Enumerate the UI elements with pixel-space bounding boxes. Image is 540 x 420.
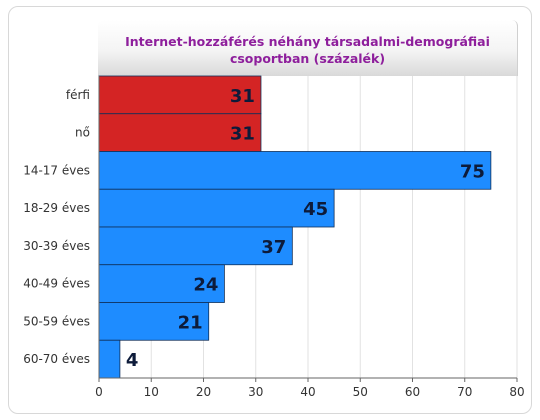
category-label: 18-29 éves <box>23 201 90 215</box>
x-tick-label: 10 <box>144 385 159 399</box>
category-label: nő <box>75 126 90 140</box>
x-tick-label: 50 <box>353 385 368 399</box>
category-label: 30-39 éves <box>23 239 90 253</box>
bar <box>98 188 335 228</box>
chart-title: Internet-hozzáférés néhány társadalmi-de… <box>98 33 517 67</box>
bar-value-label: 21 <box>178 312 203 333</box>
bar-value-label: 75 <box>460 161 485 182</box>
bar-value-label: 45 <box>303 199 328 220</box>
bar-value-label: 37 <box>261 237 286 258</box>
chart-title-line-1: Internet-hozzáférés néhány társadalmi-de… <box>125 34 490 49</box>
x-tick-label: 40 <box>300 385 315 399</box>
bar <box>98 226 293 266</box>
x-tick-label: 80 <box>509 385 524 399</box>
chart-title-box: Internet-hozzáférés néhány társadalmi-de… <box>98 20 518 76</box>
x-tick-label: 60 <box>405 385 420 399</box>
bar-value-label: 31 <box>230 124 255 145</box>
bar-value-label: 24 <box>193 275 218 296</box>
bar <box>98 302 210 341</box>
x-tick-label: 30 <box>248 385 263 399</box>
x-tick-label: 0 <box>95 385 103 399</box>
category-label: 50-59 éves <box>23 314 90 328</box>
category-label: férfi <box>66 88 90 102</box>
category-label: 40-49 éves <box>23 277 90 291</box>
category-label: 14-17 éves <box>23 163 90 177</box>
chart-title-line-2: csoportban (százalék) <box>229 51 386 66</box>
bar <box>98 264 225 303</box>
category-label: 60-70 éves <box>23 352 90 366</box>
bar-value-label: 4 <box>126 350 139 371</box>
x-tick-label: 20 <box>196 385 211 399</box>
x-tick-label: 70 <box>457 385 472 399</box>
bar <box>98 151 492 190</box>
bar-value-label: 31 <box>230 86 255 107</box>
bar <box>98 339 121 379</box>
